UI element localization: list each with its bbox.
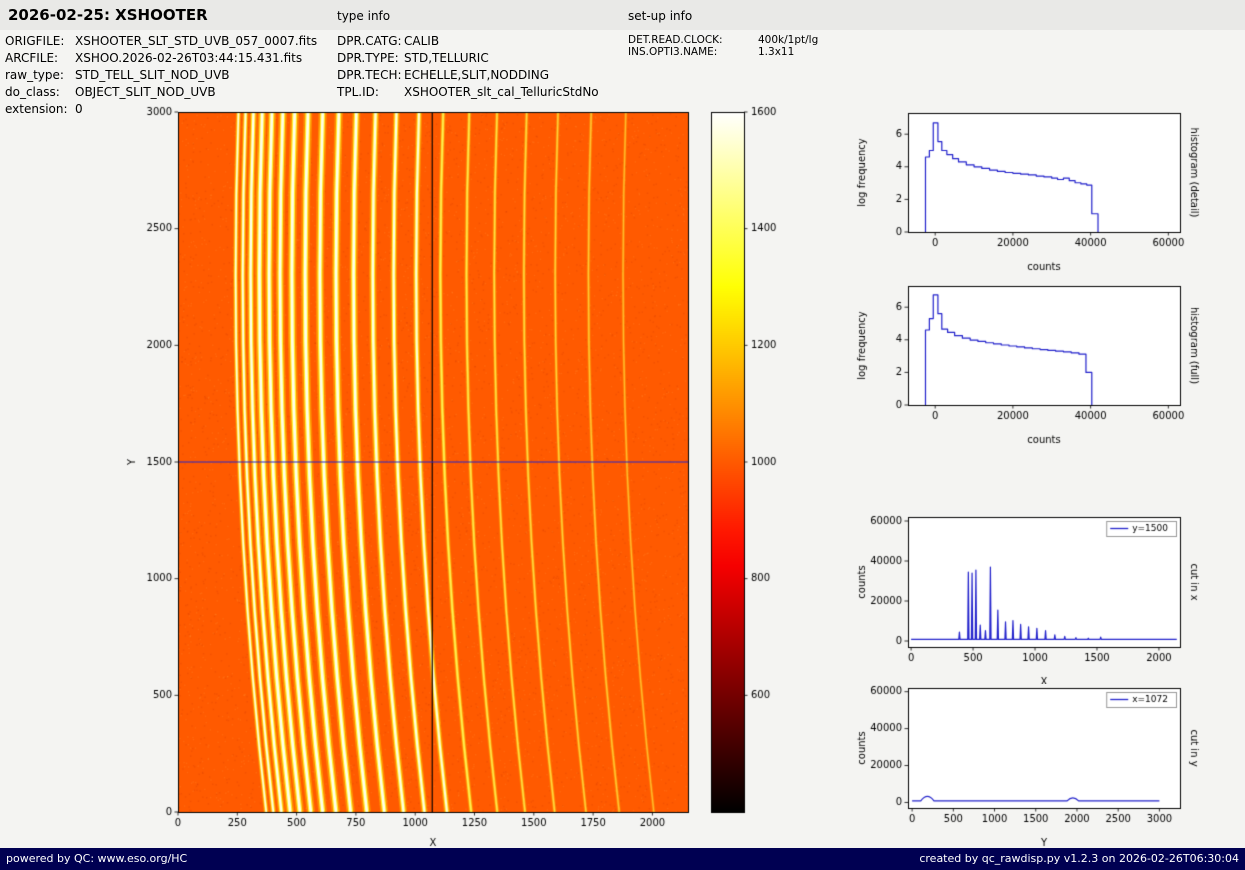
- meta-label: INS.OPTI3.NAME:: [628, 46, 718, 58]
- meta-value: STD,TELLURIC: [404, 51, 489, 65]
- meta-value: ECHELLE,SLIT,NODDING: [404, 68, 550, 82]
- meta-value: XSHOOTER_SLT_STD_UVB_057_0007.fits: [75, 34, 318, 48]
- meta-label: DPR.TYPE:: [337, 51, 399, 65]
- meta-row-det-read-clock: DET.READ.CLOCK: 400k/1pt/lg: [628, 35, 818, 47]
- footer-qc-link[interactable]: powered by QC: www.eso.org/HC: [6, 852, 188, 865]
- meta-row-dpr-tech: DPR.TECH: ECHELLE,SLIT,NODDING: [337, 69, 599, 86]
- cut-in-y-plot: [850, 675, 1245, 848]
- cut-in-x-plot: [850, 504, 1245, 684]
- raw-frame-heatmap: [120, 100, 700, 856]
- meta-row-dpr-type: DPR.TYPE: STD,TELLURIC: [337, 52, 599, 69]
- type-info-heading: type info: [337, 9, 391, 23]
- file-info-column: ORIGFILE: XSHOOTER_SLT_STD_UVB_057_0007.f…: [5, 35, 317, 120]
- setup-info-heading: set-up info: [628, 9, 693, 23]
- page-title: 2026-02-25: XSHOOTER: [8, 6, 208, 24]
- histogram-full-plot: [850, 273, 1245, 453]
- setup-info-column: DET.READ.CLOCK: 400k/1pt/lg INS.OPTI3.NAM…: [628, 35, 818, 59]
- meta-label: ORIGFILE:: [5, 34, 65, 48]
- meta-value: STD_TELL_SLIT_NOD_UVB: [75, 68, 230, 82]
- footer-bar: powered by QC: www.eso.org/HC created by…: [0, 848, 1245, 870]
- histogram-detail-plot: [850, 100, 1245, 280]
- meta-label: do_class:: [5, 85, 60, 99]
- meta-label: TPL.ID:: [337, 85, 379, 99]
- colorbar: [706, 100, 800, 830]
- meta-row-origfile: ORIGFILE: XSHOOTER_SLT_STD_UVB_057_0007.f…: [5, 35, 317, 52]
- meta-row-dpr-catg: DPR.CATG: CALIB: [337, 35, 599, 52]
- meta-value: XSHOO.2026-02-26T03:44:15.431.fits: [75, 51, 303, 65]
- meta-row-do-class: do_class: OBJECT_SLIT_NOD_UVB: [5, 86, 317, 103]
- header-bar: 2026-02-25: XSHOOTER type info set-up in…: [0, 0, 1245, 30]
- meta-label: DPR.TECH:: [337, 68, 402, 82]
- meta-label: DPR.CATG:: [337, 34, 402, 48]
- meta-row-ins-opti3-name: INS.OPTI3.NAME: 1.3x11: [628, 47, 818, 59]
- meta-value: 400k/1pt/lg: [758, 34, 819, 46]
- meta-value: OBJECT_SLIT_NOD_UVB: [75, 85, 216, 99]
- meta-value: 0: [75, 102, 83, 116]
- footer-credit: created by qc_rawdisp.py v1.2.3 on 2026-…: [919, 852, 1239, 865]
- meta-label: extension:: [5, 102, 68, 116]
- meta-label: DET.READ.CLOCK:: [628, 34, 723, 46]
- meta-value: XSHOOTER_slt_cal_TelluricStdNo: [404, 85, 599, 99]
- meta-row-raw-type: raw_type: STD_TELL_SLIT_NOD_UVB: [5, 69, 317, 86]
- meta-row-extension: extension: 0: [5, 103, 317, 120]
- meta-label: raw_type:: [5, 68, 64, 82]
- meta-value: CALIB: [404, 34, 440, 48]
- meta-label: ARCFILE:: [5, 51, 59, 65]
- meta-row-arcfile: ARCFILE: XSHOO.2026-02-26T03:44:15.431.fi…: [5, 52, 317, 69]
- type-info-column: DPR.CATG: CALIB DPR.TYPE: STD,TELLURIC DPR…: [337, 35, 599, 103]
- meta-row-tpl-id: TPL.ID: XSHOOTER_slt_cal_TelluricStdNo: [337, 86, 599, 103]
- meta-value: 1.3x11: [758, 46, 795, 58]
